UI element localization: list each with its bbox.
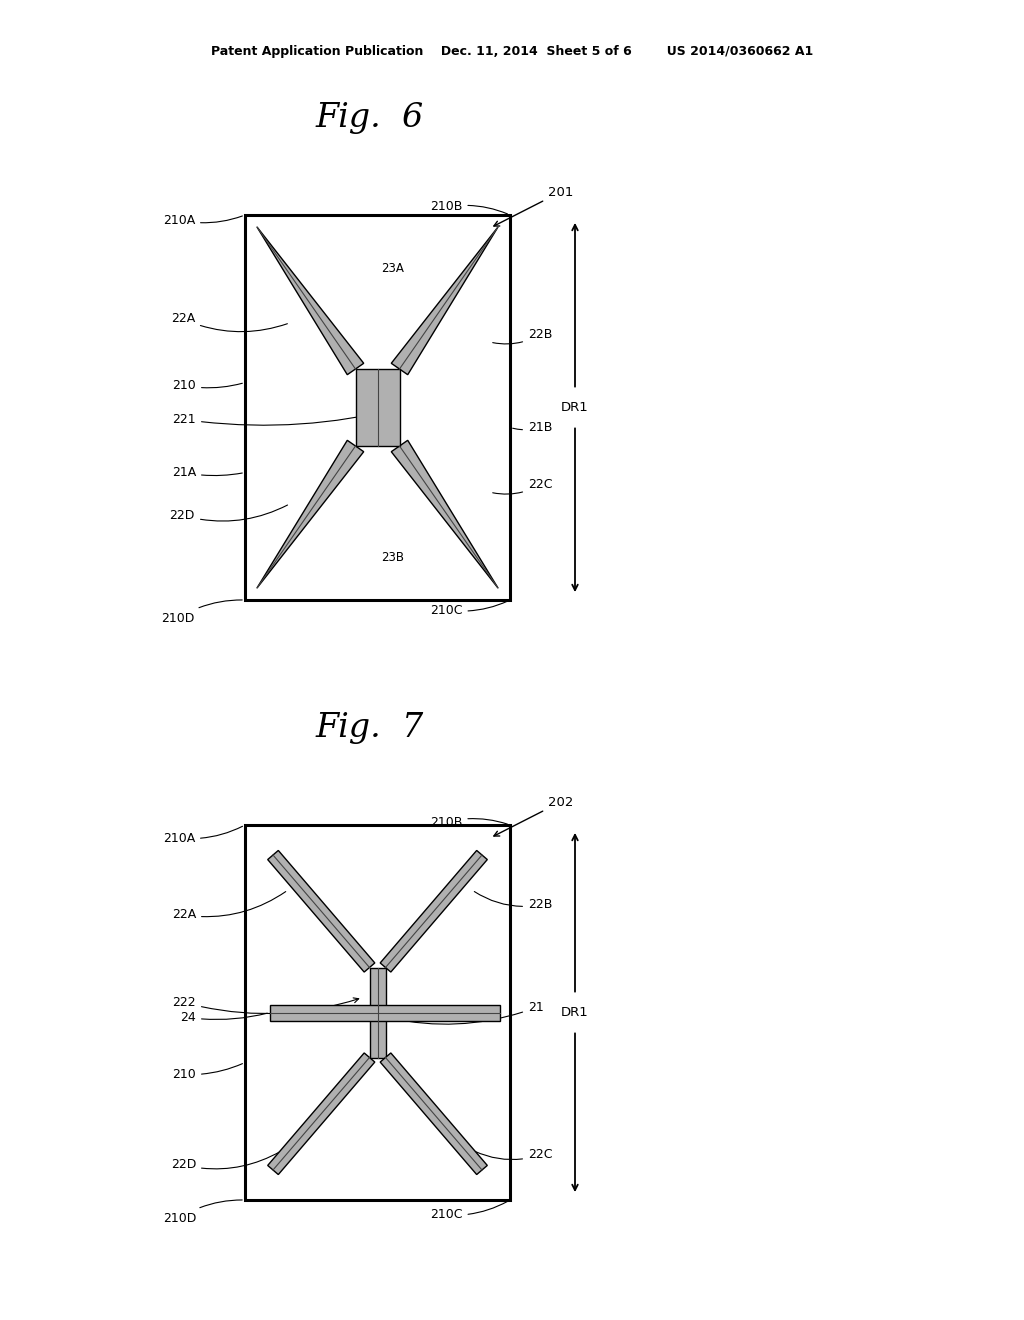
Text: Patent Application Publication    Dec. 11, 2014  Sheet 5 of 6        US 2014/036: Patent Application Publication Dec. 11, … — [211, 45, 813, 58]
Text: 21B: 21B — [513, 421, 552, 434]
Text: 222: 222 — [172, 997, 358, 1014]
Polygon shape — [267, 1053, 375, 1175]
Polygon shape — [380, 850, 487, 972]
Text: DR1: DR1 — [561, 401, 589, 414]
Text: 210: 210 — [172, 1064, 243, 1081]
Text: 24: 24 — [180, 1011, 267, 1024]
Text: 210C: 210C — [430, 1201, 508, 1221]
Text: 210C: 210C — [430, 601, 508, 616]
Text: 210B: 210B — [430, 201, 508, 214]
Text: 210B: 210B — [430, 816, 507, 829]
Text: 21A: 21A — [172, 466, 243, 479]
Text: 202: 202 — [494, 796, 573, 836]
Polygon shape — [380, 1053, 487, 1175]
Polygon shape — [270, 1005, 500, 1020]
Text: 22D: 22D — [170, 506, 288, 521]
Text: 22C: 22C — [493, 478, 553, 494]
Text: 210D: 210D — [163, 1200, 243, 1225]
Text: 210D: 210D — [162, 601, 243, 624]
Text: 22A: 22A — [172, 891, 286, 921]
Bar — [245, 215, 510, 601]
Text: 22B: 22B — [493, 327, 552, 345]
Text: 23B: 23B — [381, 552, 404, 564]
Polygon shape — [267, 850, 375, 972]
Text: 22A: 22A — [171, 313, 288, 331]
Polygon shape — [355, 370, 399, 446]
Text: 210A: 210A — [163, 214, 243, 227]
Text: 23A: 23A — [381, 263, 403, 276]
Text: 210: 210 — [172, 379, 243, 392]
Text: 201: 201 — [494, 186, 573, 226]
Polygon shape — [257, 227, 364, 375]
Text: 22D: 22D — [171, 1151, 281, 1172]
Text: 22C: 22C — [474, 1148, 553, 1162]
Polygon shape — [257, 441, 364, 587]
Polygon shape — [370, 968, 385, 1057]
Text: 210A: 210A — [163, 826, 243, 845]
Polygon shape — [391, 441, 498, 587]
Text: 22B: 22B — [474, 891, 552, 912]
Text: DR1: DR1 — [561, 1006, 589, 1019]
Text: Fig.  6: Fig. 6 — [315, 102, 424, 135]
Bar — [245, 825, 510, 1200]
Polygon shape — [391, 227, 498, 375]
Text: 221: 221 — [172, 408, 397, 426]
Text: 21: 21 — [390, 1001, 544, 1024]
Text: Fig.  7: Fig. 7 — [315, 711, 424, 744]
